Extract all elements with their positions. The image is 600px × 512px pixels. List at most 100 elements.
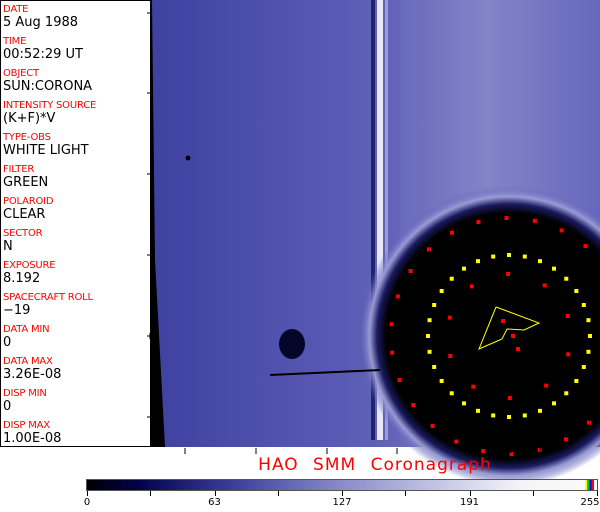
yellow-marker <box>427 318 432 323</box>
field-value: 3.26E-08 <box>3 367 62 382</box>
field-value: 0 <box>3 335 12 350</box>
field-value: GREEN <box>3 175 49 190</box>
yellow-marker <box>449 276 454 281</box>
field-label: POLAROID <box>3 196 54 207</box>
red-marker <box>511 334 515 338</box>
header-field: INTENSITY SOURCE (K+F)*V <box>3 100 96 126</box>
field-value: 00:52:29 UT <box>3 47 83 62</box>
red-marker <box>507 395 512 400</box>
yellow-marker <box>586 318 591 323</box>
yellow-marker <box>522 413 527 418</box>
colorbar-tick-mark <box>214 491 216 496</box>
yellow-marker <box>581 303 586 308</box>
field-label: DATA MIN <box>3 324 50 335</box>
yellow-marker <box>432 303 437 308</box>
yellow-marker <box>476 259 481 264</box>
header-field: DISP MAX 1.00E-08 <box>3 420 61 446</box>
field-label: DATA MAX <box>3 356 53 367</box>
yellow-marker <box>537 408 542 413</box>
red-marker <box>481 449 486 454</box>
header-field: DATA MAX 3.26E-08 <box>3 356 61 382</box>
yellow-marker <box>552 266 557 271</box>
yellow-marker <box>574 288 579 293</box>
header-field: FILTER GREEN <box>3 164 48 190</box>
header-field: SECTOR N <box>3 228 43 254</box>
yellow-marker <box>476 408 481 413</box>
red-marker <box>390 350 395 355</box>
yellow-marker <box>564 276 569 281</box>
red-marker <box>565 314 570 319</box>
occulter-pylon-streak <box>377 0 383 440</box>
header-field: TIME 00:52:29 UT <box>3 36 83 62</box>
yellow-marker <box>588 334 592 338</box>
colorbar-tick-mark <box>342 491 343 496</box>
red-marker <box>532 218 537 223</box>
red-marker <box>395 294 400 299</box>
yellow-marker <box>461 401 466 406</box>
pylon-shadow-line <box>269 369 381 376</box>
red-marker <box>501 319 505 323</box>
header-field: OBJECT SUN:CORONA <box>3 68 92 94</box>
yellow-marker <box>461 266 466 271</box>
red-marker <box>447 315 452 320</box>
colorbar-tick-label: 127 <box>332 497 352 508</box>
red-marker <box>544 383 549 388</box>
field-label: EXPOSURE <box>3 260 56 271</box>
yellow-marker <box>552 401 557 406</box>
header-field: DATE 5 Aug 1988 <box>3 4 78 30</box>
colorbar-overlay-swatches <box>585 480 594 490</box>
red-marker <box>471 384 476 389</box>
field-value: (K+F)*V <box>3 111 56 126</box>
yellow-marker <box>439 288 444 293</box>
field-value: −19 <box>3 303 31 318</box>
feature-outline-polygon <box>478 306 541 350</box>
dark-spot <box>279 329 305 359</box>
red-marker <box>426 247 431 252</box>
red-marker <box>566 352 571 357</box>
colorbar-tick-label: 0 <box>83 497 91 508</box>
yellow-marker <box>432 364 437 369</box>
red-marker <box>469 284 474 289</box>
yellow-marker <box>537 259 542 264</box>
yellow-marker <box>564 391 569 396</box>
field-value: SUN:CORONA <box>3 79 93 94</box>
yellow-marker <box>574 379 579 384</box>
field-value: CLEAR <box>3 207 46 222</box>
field-value: 8.192 <box>3 271 41 286</box>
header-field: EXPOSURE 8.192 <box>3 260 56 286</box>
field-label: SPACECRAFT ROLL <box>3 292 93 303</box>
field-label: SECTOR <box>3 228 43 239</box>
colorbar-tick-mark <box>87 491 88 496</box>
colorbar-minor-tick <box>532 491 534 496</box>
red-marker <box>542 283 547 288</box>
red-marker <box>504 216 509 221</box>
field-label: DATE <box>3 4 29 15</box>
header-field: TYPE-OBS WHITE LIGHT <box>3 132 89 158</box>
red-marker <box>587 420 592 425</box>
colorbar-minor-tick <box>277 491 279 496</box>
instrument-title: HAO SMM Coronagraph <box>258 455 492 475</box>
frame-ticks <box>147 12 541 455</box>
field-label: FILTER <box>3 164 35 175</box>
field-label: TIME <box>3 36 27 47</box>
colorbar <box>86 479 598 491</box>
field-value: N <box>3 239 13 254</box>
red-marker <box>509 451 514 456</box>
header-info-panel: DATE 5 Aug 1988 TIME 00:52:29 UT OBJECT SUN:C… <box>0 0 151 447</box>
yellow-marker <box>581 364 586 369</box>
colorbar-minor-tick <box>405 491 406 496</box>
colorbar-tick-label: 63 <box>208 497 221 508</box>
red-marker <box>408 269 413 274</box>
header-field: DISP MIN 0 <box>3 388 47 414</box>
field-label: DISP MAX <box>3 420 50 431</box>
field-value: 0 <box>3 399 12 414</box>
yellow-marker <box>491 254 496 259</box>
occulter-disk <box>387 214 600 458</box>
colorbar-tick-label: 255 <box>580 497 600 508</box>
yellow-marker <box>522 254 527 259</box>
red-marker <box>583 244 588 249</box>
yellow-marker <box>449 391 454 396</box>
red-marker <box>454 439 459 444</box>
colorbar-tick-label: 191 <box>459 497 480 508</box>
red-marker <box>411 403 416 408</box>
